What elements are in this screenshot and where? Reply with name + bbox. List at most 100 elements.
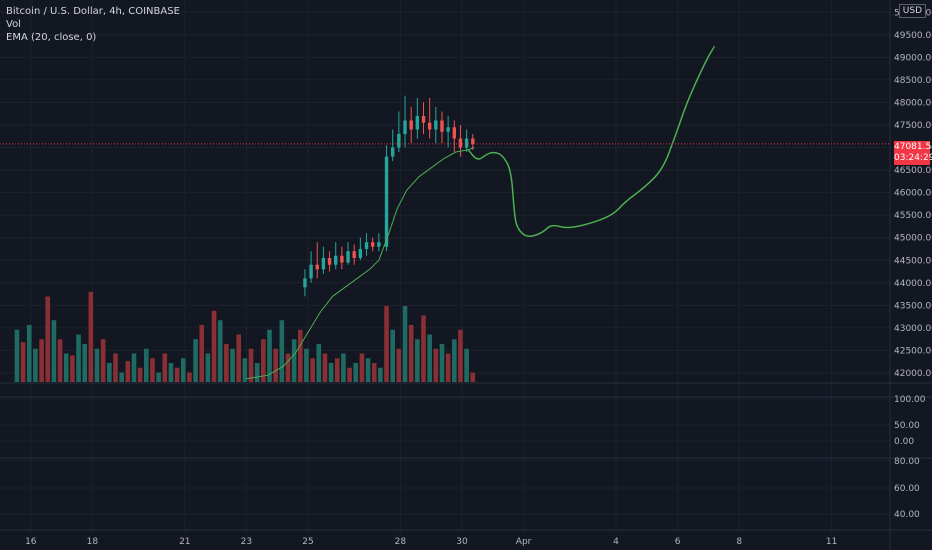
oscillator-tick-label: 80.00	[894, 457, 920, 467]
volume-bar	[285, 353, 291, 382]
volume-legend[interactable]: Vol	[6, 19, 21, 30]
price-tick-label: 42500.00	[894, 346, 932, 356]
volume-bar	[88, 291, 94, 382]
volume-bar	[316, 344, 322, 382]
volume-bar	[408, 325, 414, 382]
forecast-drawing	[467, 45, 716, 237]
volume-bar	[57, 339, 63, 382]
oscillator-tick-label: 40.00	[894, 510, 920, 520]
volume-bar	[94, 348, 100, 382]
volume-bar	[427, 334, 432, 382]
price-tick-label: 46500.00	[894, 166, 932, 176]
last-price-value: 47081.54	[894, 142, 932, 152]
volume-bar	[261, 339, 266, 382]
volume-bar	[415, 339, 420, 382]
candle-body	[321, 258, 326, 270]
volume-bar	[211, 310, 217, 382]
candle-body	[421, 115, 426, 123]
volume-bar	[100, 339, 106, 382]
candle-body	[403, 120, 407, 134]
last-price-label: 47081.54 03:24:29	[894, 141, 932, 165]
time-tick-label: 18	[87, 537, 99, 547]
volume-bar	[45, 296, 51, 382]
volume-bar	[150, 358, 155, 382]
candle-body	[346, 251, 350, 263]
volume-bar	[273, 348, 278, 382]
volume-bar	[144, 348, 149, 382]
price-tick-label: 43500.00	[894, 301, 932, 311]
volume-bar	[279, 320, 285, 382]
time-tick-label: 16	[25, 537, 37, 547]
volume-bar	[347, 367, 352, 382]
candle-body	[384, 156, 389, 247]
price-tick-label: 42000.00	[894, 369, 932, 379]
volume-bar	[248, 348, 254, 382]
volume-bar	[464, 348, 469, 382]
volume-bar	[365, 358, 371, 382]
time-tick-label: 11	[826, 537, 837, 547]
symbol-title[interactable]: Bitcoin / U.S. Dollar, 4h, COINBASE	[6, 6, 180, 17]
volume-bar	[162, 353, 168, 382]
candle-body	[358, 248, 363, 258]
volume-bar	[205, 353, 211, 382]
oscillator-tick-label: 0.00	[894, 437, 914, 447]
price-tick-label: 44000.00	[894, 279, 932, 289]
volume-bar	[304, 348, 309, 382]
volume-bar	[180, 358, 186, 382]
oscillator-tick-label: 60.00	[894, 484, 920, 494]
price-tick-label: 44500.00	[894, 256, 932, 266]
price-tick-label: 49000.00	[894, 53, 932, 63]
volume-bar	[76, 334, 81, 382]
time-tick-label: Apr	[516, 537, 532, 547]
candle-body	[377, 242, 381, 247]
volume-bar	[113, 353, 118, 382]
volume-bar	[51, 320, 57, 382]
chart-legend: Bitcoin / U.S. Dollar, 4h, COINBASE Vol …	[6, 5, 180, 44]
volume-bar	[82, 344, 87, 382]
volume-bar	[353, 363, 359, 382]
candle-body	[364, 242, 369, 249]
currency-button[interactable]: USD	[898, 4, 926, 18]
candle-body	[340, 255, 344, 263]
oscillator-tick-label: 100.00	[894, 395, 926, 405]
volume-bar	[125, 361, 131, 382]
volume-bar	[402, 306, 408, 382]
volume-bar	[458, 329, 463, 382]
price-tick-label: 49500.00	[894, 31, 932, 41]
candle-body	[303, 278, 307, 288]
volume-bar	[193, 339, 198, 382]
volume-bar	[334, 358, 340, 382]
price-tick-label: 48500.00	[894, 76, 932, 86]
candle-body	[427, 122, 432, 130]
volume-bar	[131, 353, 137, 382]
volume-bar	[168, 363, 174, 382]
price-tick-label: 45500.00	[894, 211, 932, 221]
time-axis[interactable]: 16 18 21 23 25 28 30 Apr 4 6 8 11	[25, 537, 837, 547]
volume-bar	[137, 367, 143, 382]
time-tick-label: 30	[456, 537, 468, 547]
volume-bar	[396, 348, 402, 382]
time-tick-label: 21	[179, 537, 190, 547]
time-tick-label: 23	[241, 537, 252, 547]
volume-bar	[421, 315, 426, 382]
volume-bar	[452, 339, 457, 382]
volume-bar	[341, 353, 346, 382]
volume-bar	[291, 339, 297, 382]
candle-body	[471, 138, 475, 144]
price-axis[interactable]: 50000.0049500.0049000.0048500.0048000.00…	[894, 8, 932, 520]
candle-body	[397, 134, 401, 148]
candle-body	[327, 258, 332, 265]
candle-body	[458, 138, 463, 148]
candle-body	[409, 120, 413, 130]
volume-bar	[371, 363, 377, 382]
volume-bar	[359, 353, 365, 382]
volume-bar	[433, 348, 439, 382]
volume-bar	[26, 325, 32, 382]
indicator-lines	[0, 45, 890, 380]
time-tick-label: 4	[613, 537, 619, 547]
volume-bar	[322, 353, 328, 382]
volume-bar	[230, 348, 235, 382]
ema-legend[interactable]: EMA (20, close, 0)	[6, 32, 97, 43]
